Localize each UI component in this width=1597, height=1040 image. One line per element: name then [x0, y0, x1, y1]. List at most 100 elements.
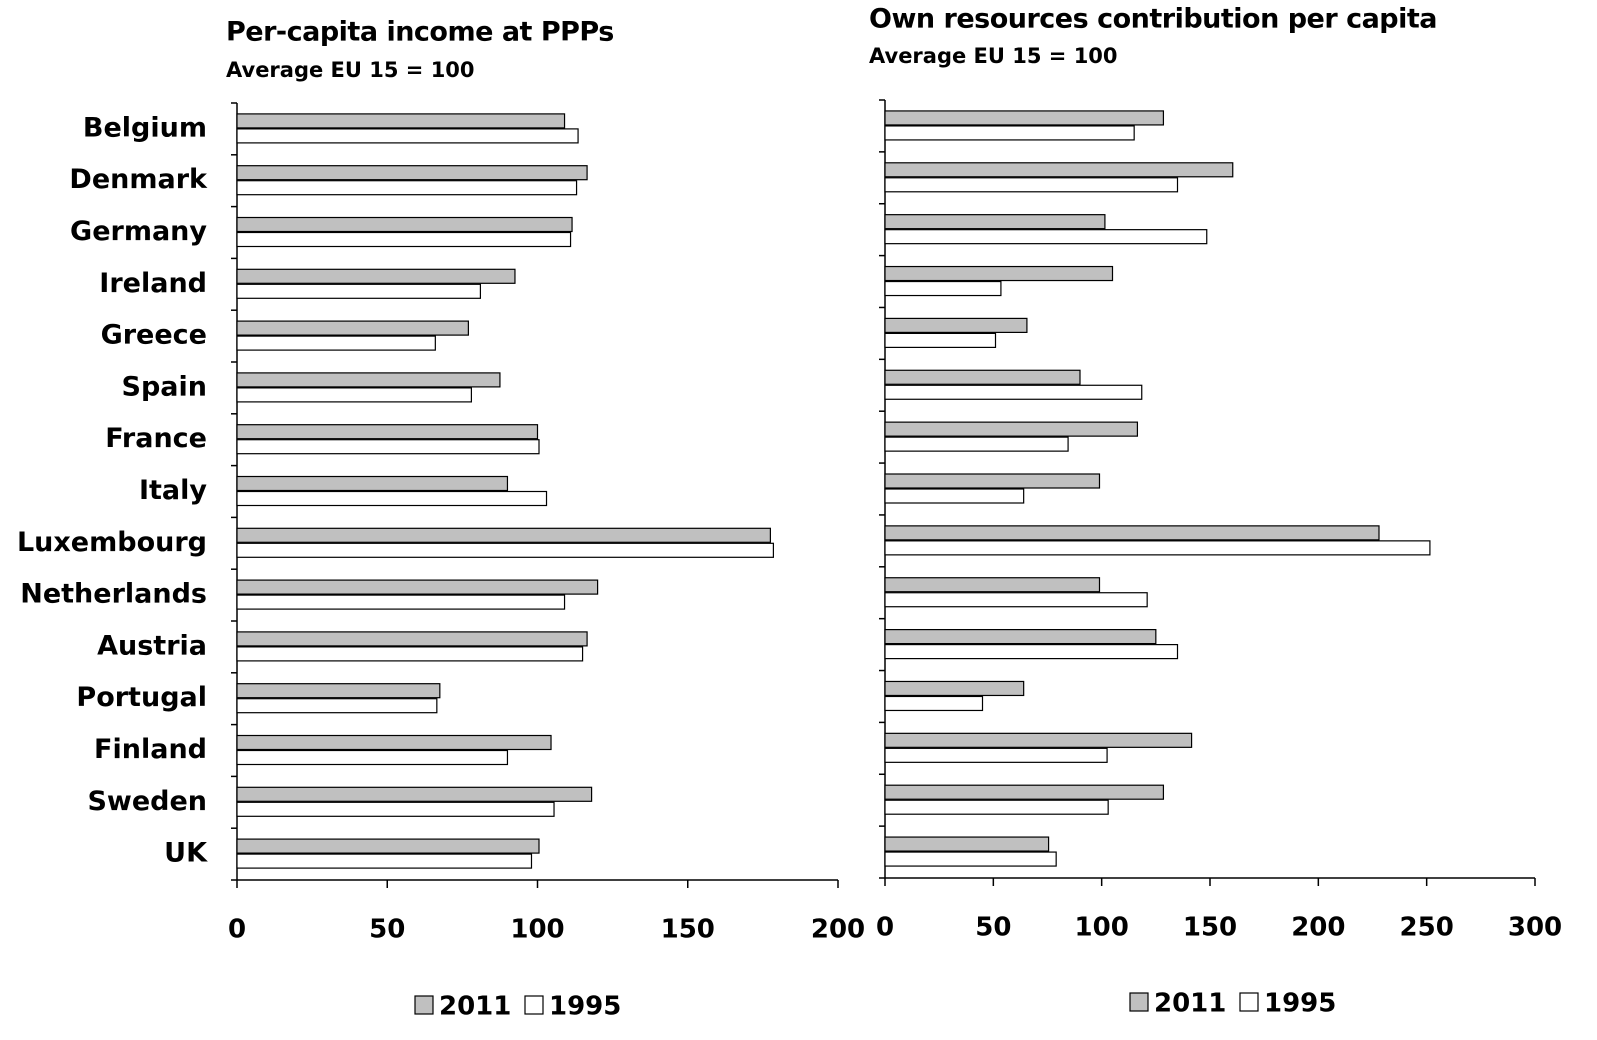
x-tick-label: 50	[975, 913, 1011, 943]
category-label: Greece	[101, 320, 207, 351]
bar	[236, 579, 599, 595]
bar	[236, 128, 579, 144]
category-label: Ireland	[99, 268, 207, 299]
x-tick-label: 200	[811, 915, 865, 945]
category-label: Sweden	[87, 786, 207, 817]
bar	[884, 280, 1002, 297]
bar	[884, 177, 1179, 193]
bar	[236, 786, 593, 802]
bar	[884, 265, 1114, 282]
bar	[884, 851, 1057, 867]
bar	[884, 628, 1157, 645]
bar	[236, 372, 501, 388]
category-label: Portugal	[76, 682, 207, 713]
x-tick-label: 0	[876, 913, 894, 943]
bar	[884, 369, 1081, 385]
legend-swatch	[1239, 992, 1259, 1012]
bar	[236, 734, 552, 751]
x-tick-label: 0	[228, 915, 246, 945]
bar	[884, 473, 1101, 489]
bar	[884, 332, 997, 348]
bar	[236, 490, 548, 507]
bar	[236, 283, 482, 299]
bar	[884, 540, 1431, 556]
bar	[884, 592, 1148, 608]
category-label: Finland	[94, 734, 207, 765]
x-tick-label: 200	[1291, 913, 1345, 943]
bar	[236, 631, 588, 647]
legend-label: 1995	[549, 992, 621, 1022]
bar	[884, 229, 1208, 245]
bar	[236, 268, 516, 284]
bar	[884, 695, 984, 712]
bar	[884, 680, 1025, 697]
legend-swatch	[524, 995, 544, 1015]
bar	[236, 698, 438, 714]
bar	[236, 387, 472, 403]
bar	[884, 125, 1135, 141]
category-label: France	[105, 423, 207, 454]
x-tick-label: 300	[1508, 913, 1562, 943]
chart-subtitle: Average EU 15 = 100	[226, 58, 475, 82]
legend-label: 2011	[439, 992, 511, 1022]
category-label: Italy	[139, 475, 207, 506]
bar	[884, 488, 1025, 504]
bar	[236, 749, 509, 766]
x-tick-label: 100	[510, 915, 564, 945]
bar	[236, 216, 573, 233]
bar	[884, 110, 1165, 126]
legend-label: 2011	[1154, 989, 1226, 1019]
x-tick-label: 100	[1075, 913, 1129, 943]
chart-title: Per-capita income at PPPs	[226, 17, 614, 48]
bar	[236, 320, 469, 336]
bar	[884, 747, 1108, 763]
bar	[236, 335, 436, 351]
bar	[884, 799, 1109, 815]
category-label: Belgium	[83, 112, 207, 143]
bar	[236, 113, 566, 129]
bar	[236, 594, 566, 610]
category-label: Luxembourg	[17, 527, 207, 558]
bar	[884, 836, 1050, 852]
category-label: Spain	[122, 371, 207, 402]
legend-swatch	[1129, 992, 1149, 1012]
category-label: Germany	[70, 216, 207, 247]
bar	[236, 165, 588, 181]
bar	[884, 162, 1234, 178]
bar	[884, 784, 1165, 800]
bar	[884, 732, 1193, 748]
bar	[236, 838, 540, 854]
bar	[236, 475, 509, 492]
bar	[884, 525, 1380, 541]
bar	[236, 801, 555, 817]
bar	[884, 214, 1106, 230]
category-label: UK	[164, 838, 208, 869]
category-label: Netherlands	[20, 579, 207, 610]
category-label: Denmark	[69, 164, 208, 195]
chart-title: Own resources contribution per capita	[869, 4, 1437, 35]
bar	[236, 180, 578, 196]
bar	[884, 317, 1028, 333]
x-tick-label: 150	[661, 915, 715, 945]
legend-swatch	[414, 995, 434, 1015]
bar	[236, 439, 540, 455]
bar	[884, 384, 1143, 400]
bar	[884, 421, 1139, 437]
chart-subtitle: Average EU 15 = 100	[869, 44, 1118, 68]
bar	[236, 646, 584, 662]
legend-label: 1995	[1264, 989, 1336, 1019]
bar	[884, 436, 1069, 452]
bar	[236, 853, 533, 869]
category-label: Austria	[97, 630, 207, 661]
x-tick-label: 250	[1400, 913, 1454, 943]
bar	[236, 527, 771, 543]
bar	[236, 424, 539, 440]
bar	[884, 643, 1179, 660]
bar	[236, 542, 774, 558]
bar	[236, 683, 441, 699]
x-tick-label: 150	[1183, 913, 1237, 943]
bar	[236, 231, 572, 248]
bar	[884, 577, 1101, 593]
